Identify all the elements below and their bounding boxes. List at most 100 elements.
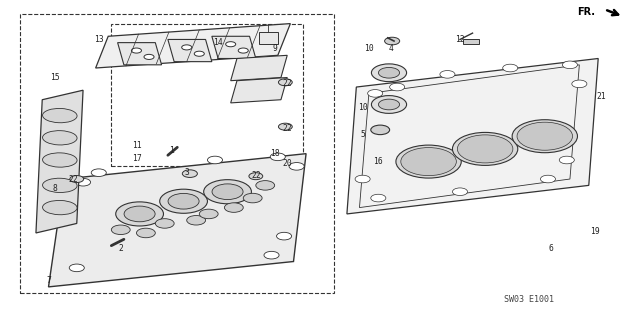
Circle shape bbox=[540, 175, 555, 183]
Circle shape bbox=[194, 51, 204, 56]
Circle shape bbox=[503, 64, 518, 72]
Circle shape bbox=[249, 173, 262, 180]
Circle shape bbox=[131, 48, 141, 53]
Circle shape bbox=[355, 175, 370, 183]
Circle shape bbox=[368, 90, 383, 97]
Circle shape bbox=[256, 180, 274, 190]
Circle shape bbox=[371, 194, 386, 202]
Circle shape bbox=[452, 188, 468, 196]
Circle shape bbox=[204, 180, 251, 204]
Text: FR.: FR. bbox=[577, 7, 595, 18]
Ellipse shape bbox=[42, 200, 77, 215]
Circle shape bbox=[372, 96, 406, 113]
Polygon shape bbox=[117, 43, 162, 65]
Text: 22: 22 bbox=[251, 172, 261, 180]
Circle shape bbox=[517, 122, 572, 150]
Text: 2: 2 bbox=[119, 244, 123, 253]
Circle shape bbox=[70, 176, 84, 182]
Circle shape bbox=[144, 54, 154, 60]
Circle shape bbox=[199, 209, 218, 219]
Circle shape bbox=[69, 264, 85, 272]
Circle shape bbox=[276, 232, 292, 240]
Circle shape bbox=[136, 228, 155, 238]
Text: 6: 6 bbox=[548, 244, 553, 253]
Text: 22: 22 bbox=[69, 174, 78, 184]
Circle shape bbox=[239, 48, 248, 53]
Text: 22: 22 bbox=[282, 79, 292, 88]
Circle shape bbox=[244, 193, 262, 203]
Circle shape bbox=[396, 145, 461, 178]
Text: 12: 12 bbox=[455, 35, 465, 44]
Text: 15: 15 bbox=[50, 73, 60, 82]
Text: 16: 16 bbox=[374, 157, 383, 166]
Circle shape bbox=[168, 193, 199, 209]
Circle shape bbox=[91, 169, 106, 177]
Text: 20: 20 bbox=[282, 159, 292, 168]
Text: 17: 17 bbox=[132, 154, 141, 163]
Text: 21: 21 bbox=[596, 92, 606, 101]
Ellipse shape bbox=[42, 153, 77, 167]
Circle shape bbox=[389, 83, 404, 91]
Circle shape bbox=[182, 45, 192, 50]
Circle shape bbox=[562, 61, 577, 69]
Circle shape bbox=[187, 215, 206, 225]
Circle shape bbox=[457, 135, 513, 163]
Text: 8: 8 bbox=[52, 184, 57, 193]
Circle shape bbox=[559, 156, 574, 164]
Text: 5: 5 bbox=[360, 130, 365, 139]
Text: 19: 19 bbox=[590, 227, 600, 236]
Text: 3: 3 bbox=[184, 168, 189, 177]
Polygon shape bbox=[49, 154, 306, 287]
Ellipse shape bbox=[42, 108, 77, 123]
Circle shape bbox=[208, 156, 223, 164]
Circle shape bbox=[278, 79, 292, 86]
Circle shape bbox=[379, 68, 399, 78]
Text: 18: 18 bbox=[270, 149, 280, 158]
Text: 13: 13 bbox=[94, 35, 103, 44]
Text: 10: 10 bbox=[364, 44, 374, 53]
Circle shape bbox=[278, 123, 292, 130]
Circle shape bbox=[440, 70, 455, 78]
Circle shape bbox=[371, 125, 389, 135]
Circle shape bbox=[289, 163, 304, 170]
Text: 11: 11 bbox=[132, 141, 141, 150]
Circle shape bbox=[401, 148, 456, 176]
Text: 22: 22 bbox=[282, 124, 292, 133]
Text: 10: 10 bbox=[358, 103, 367, 112]
Circle shape bbox=[379, 99, 399, 110]
Polygon shape bbox=[347, 59, 598, 214]
Ellipse shape bbox=[42, 178, 77, 193]
Circle shape bbox=[111, 225, 130, 235]
Text: 1: 1 bbox=[168, 146, 174, 155]
Circle shape bbox=[182, 170, 198, 178]
Circle shape bbox=[264, 252, 279, 259]
Circle shape bbox=[452, 132, 518, 165]
Polygon shape bbox=[231, 77, 287, 103]
Circle shape bbox=[212, 184, 243, 200]
Circle shape bbox=[226, 42, 236, 47]
Circle shape bbox=[270, 153, 285, 161]
Polygon shape bbox=[231, 55, 287, 81]
Bar bbox=[463, 38, 479, 44]
Circle shape bbox=[115, 202, 163, 226]
Circle shape bbox=[512, 120, 577, 153]
Text: 9: 9 bbox=[272, 44, 277, 53]
Polygon shape bbox=[212, 36, 256, 59]
FancyBboxPatch shape bbox=[259, 32, 278, 44]
Text: SW03 E1001: SW03 E1001 bbox=[504, 295, 554, 304]
Polygon shape bbox=[168, 39, 212, 62]
Polygon shape bbox=[36, 90, 83, 233]
Circle shape bbox=[160, 189, 208, 213]
Circle shape bbox=[372, 64, 406, 82]
Text: 4: 4 bbox=[389, 44, 393, 53]
Text: 14: 14 bbox=[213, 38, 223, 47]
Polygon shape bbox=[96, 24, 290, 68]
Circle shape bbox=[385, 37, 399, 45]
Circle shape bbox=[572, 80, 587, 88]
Circle shape bbox=[124, 206, 155, 222]
Text: 7: 7 bbox=[46, 276, 51, 285]
Circle shape bbox=[225, 203, 244, 212]
Circle shape bbox=[76, 178, 91, 186]
Circle shape bbox=[155, 219, 174, 228]
Ellipse shape bbox=[42, 131, 77, 145]
